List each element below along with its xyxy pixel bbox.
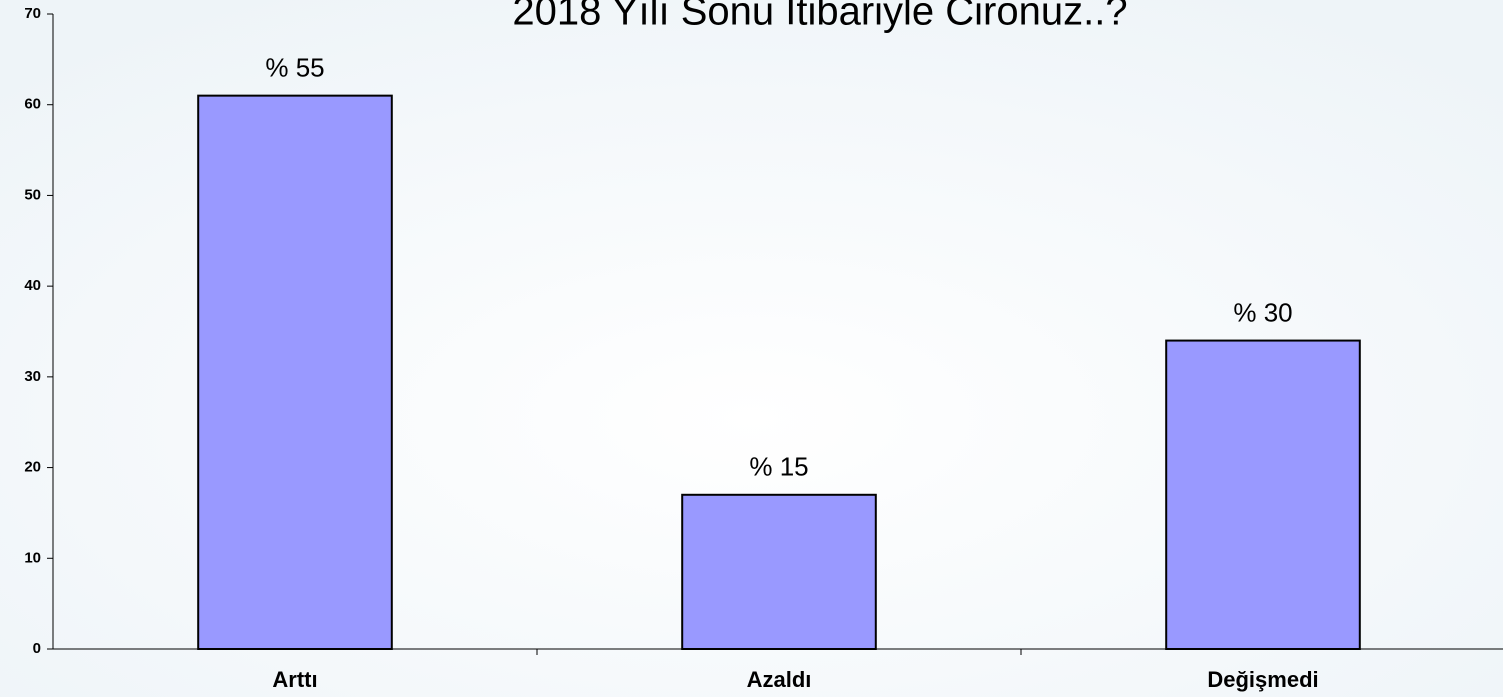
y-tick-label: 40 xyxy=(24,277,41,294)
data-label: % 30 xyxy=(1233,297,1292,327)
y-tick-label: 70 xyxy=(24,5,41,22)
y-tick-label: 50 xyxy=(24,186,41,203)
bar xyxy=(681,493,877,650)
data-label: % 15 xyxy=(749,452,808,482)
y-tick-label: 60 xyxy=(24,96,41,113)
y-tick-label: 10 xyxy=(24,549,41,566)
y-tick-label: 0 xyxy=(33,640,41,657)
bar xyxy=(197,94,393,650)
y-tick-label: 30 xyxy=(24,368,41,385)
y-tick-label: 20 xyxy=(24,459,41,476)
chart-title: 2018 Yılı Sonu İtibariyle Cironuz..? xyxy=(512,0,1127,34)
x-tick-label: Arttı xyxy=(272,667,317,692)
x-tick-label: Azaldı xyxy=(747,667,812,692)
x-tick-label: Değişmedi xyxy=(1207,667,1318,692)
bar xyxy=(1165,339,1361,650)
data-label: % 55 xyxy=(265,53,324,83)
